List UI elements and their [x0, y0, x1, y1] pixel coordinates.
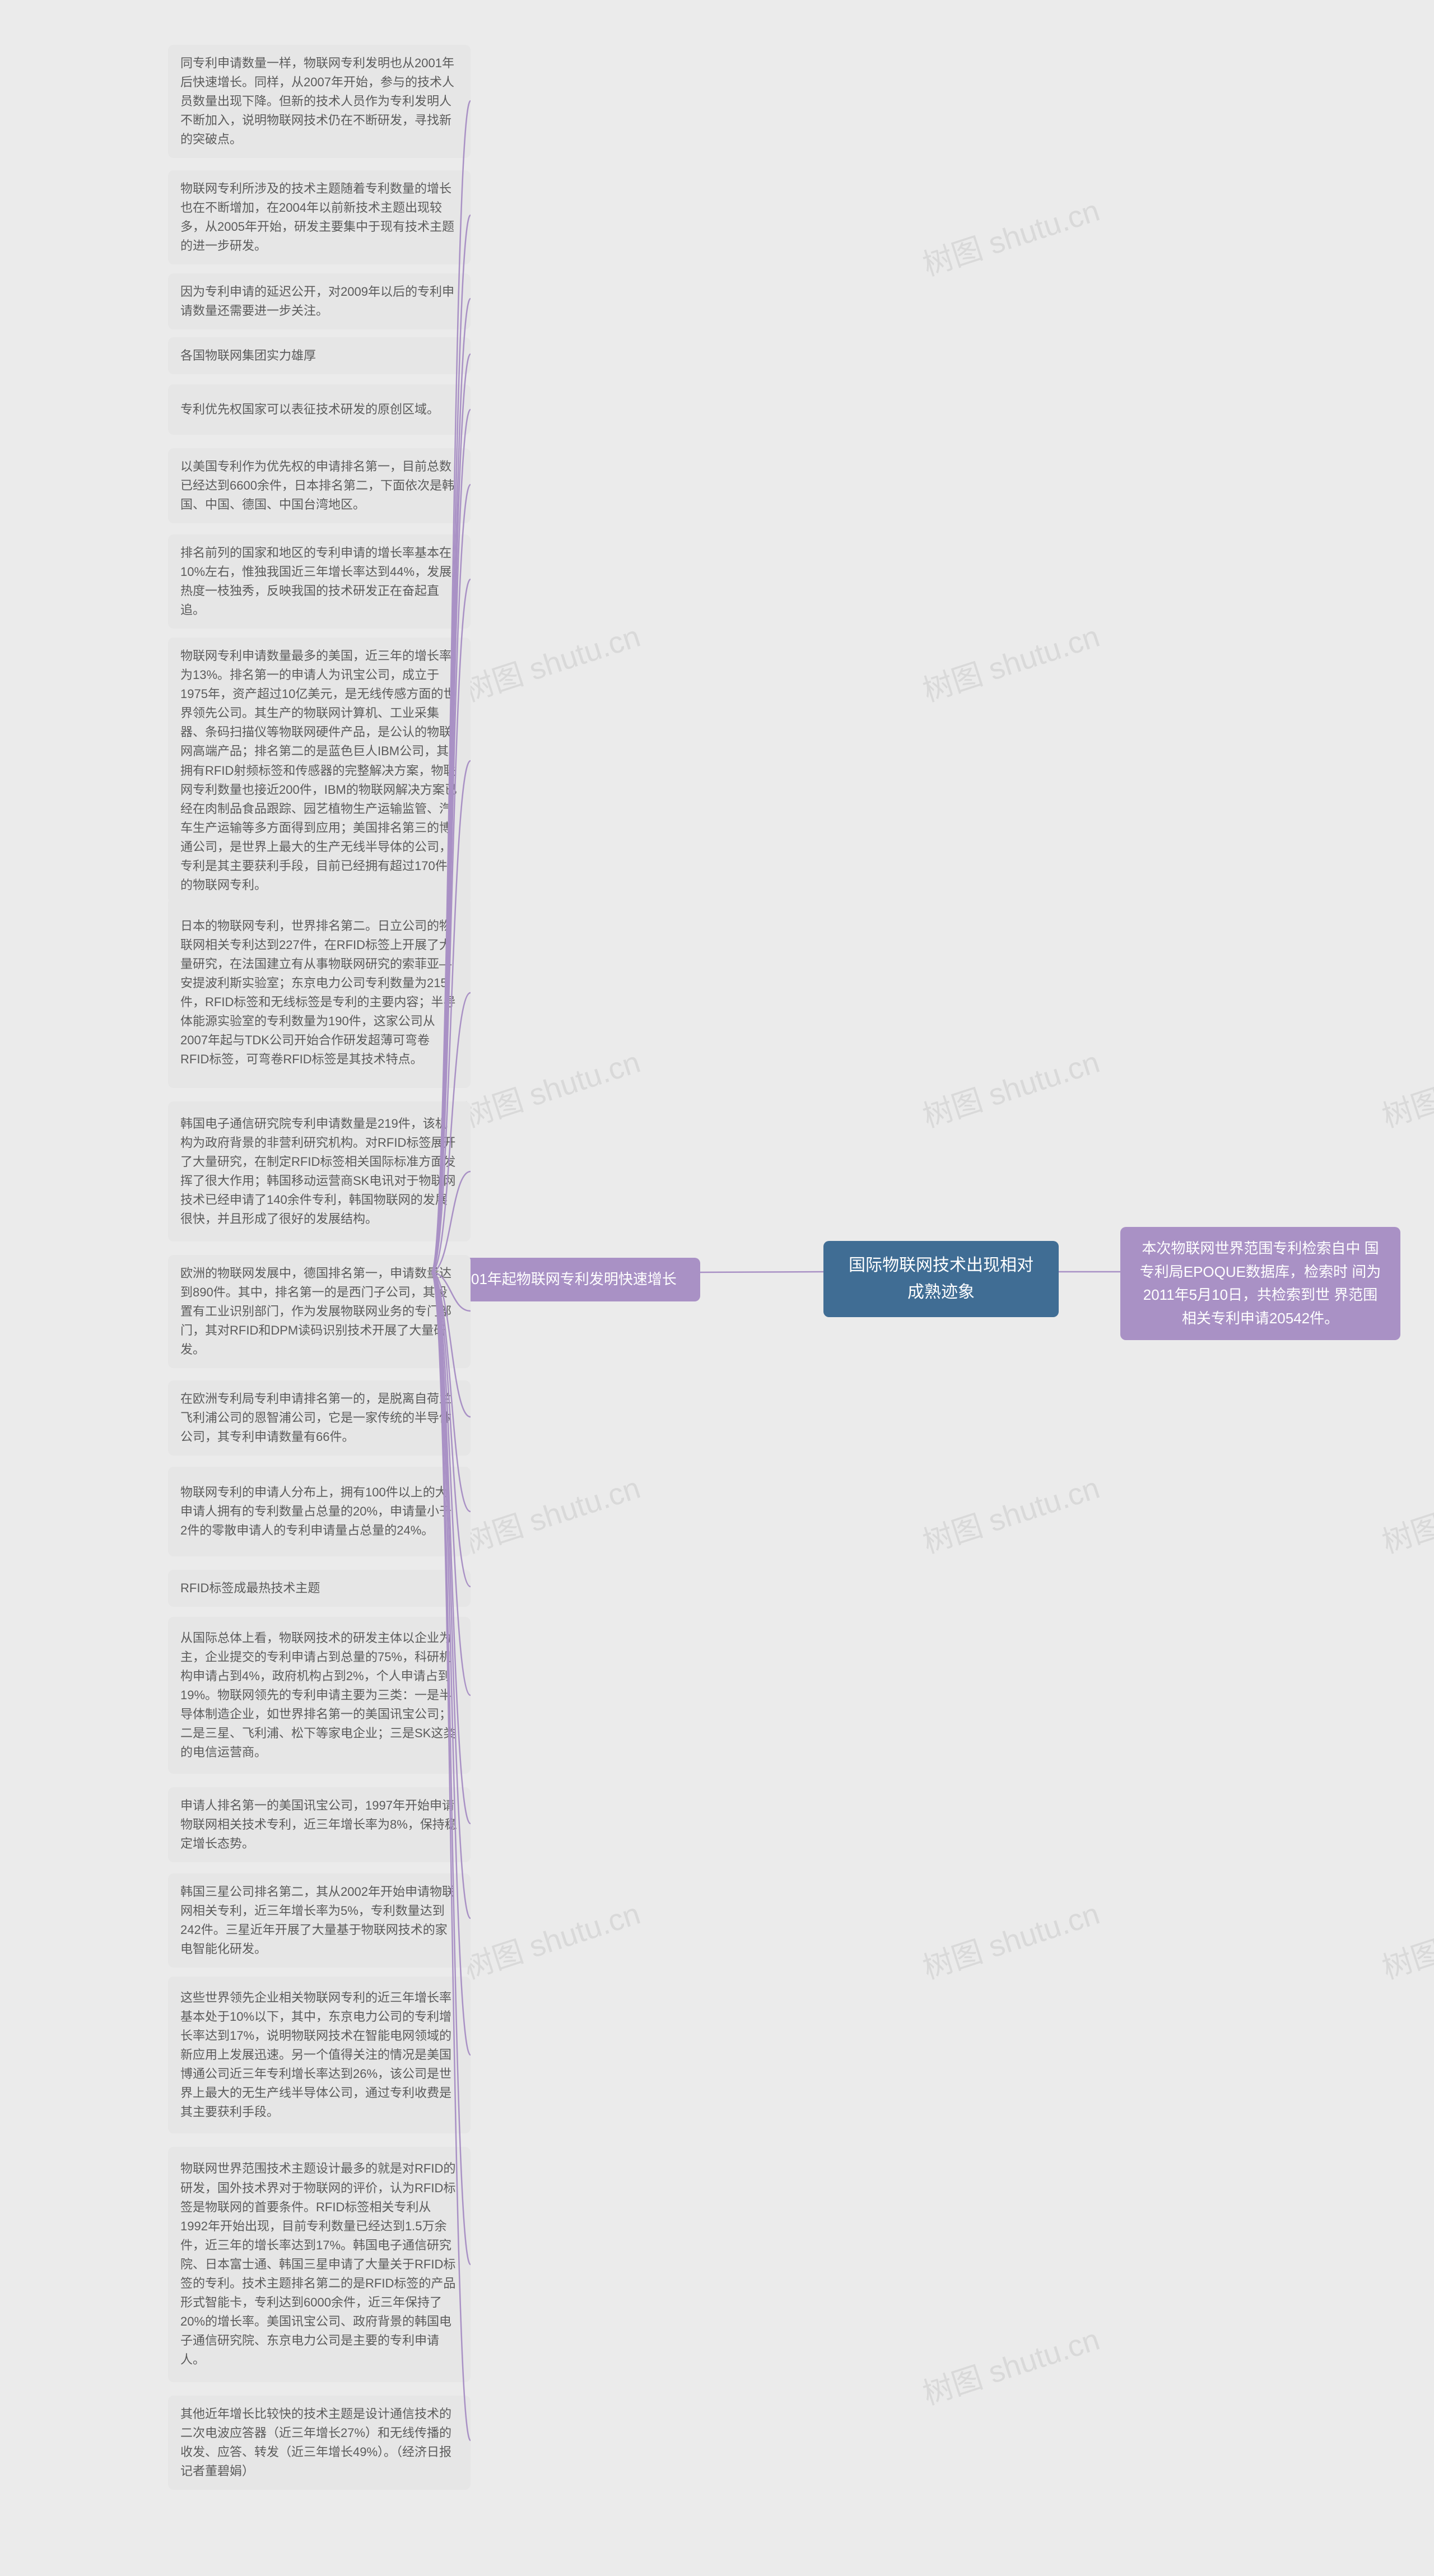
leaf-node-text: 欧洲的物联网发展中，德国排名第一，申请数量达到890件。其中，排名第一的是西门子…	[180, 1264, 458, 1359]
root-node-text: 国际物联网技术出现相对 成熟迹象	[842, 1252, 1040, 1306]
leaf-node-text: 同专利申请数量一样，物联网专利发明也从2001年后快速增长。同样，从2007年开…	[180, 54, 458, 149]
leaf-node[interactable]: 各国物联网集团实力雄厚	[168, 337, 471, 374]
leaf-node[interactable]: 物联网专利的申请人分布上，拥有100件以上的大申请人拥有的专利数量占总量的20%…	[168, 1467, 471, 1556]
leaf-node[interactable]: 专利优先权国家可以表征技术研发的原创区域。	[168, 384, 471, 435]
left-branch-node[interactable]: 2001年起物联网专利发明快速增长	[431, 1258, 700, 1301]
leaf-node-text: 日本的物联网专利，世界排名第二。日立公司的物联网相关专利达到227件，在RFID…	[180, 917, 458, 1070]
leaf-node-text: 因为专利申请的延迟公开，对2009年以后的专利申请数量还需要进一步关注。	[180, 282, 458, 320]
leaf-node-text: 在欧洲专利局专利申请排名第一的，是脱离自荷兰飞利浦公司的恩智浦公司，它是一家传统…	[180, 1389, 458, 1447]
leaf-node[interactable]: 在欧洲专利局专利申请排名第一的，是脱离自荷兰飞利浦公司的恩智浦公司，它是一家传统…	[168, 1380, 471, 1456]
leaf-node-text: 韩国电子通信研究院专利申请数量是219件，该机构为政府背景的非营利研究机构。对R…	[180, 1114, 458, 1229]
leaf-node-text: 申请人排名第一的美国讯宝公司，1997年开始申请物联网相关技术专利，近三年增长率…	[180, 1796, 458, 1853]
leaf-node-text: 韩国三星公司排名第二，其从2002年开始申请物联网相关专利，近三年增长率为5%，…	[180, 1882, 458, 1959]
leaf-node-text: 从国际总体上看，物联网技术的研发主体以企业为主，企业提交的专利申请占到总量的75…	[180, 1629, 458, 1763]
leaf-node-text: 物联网专利申请数量最多的美国，近三年的增长率为13%。排名第一的申请人为讯宝公司…	[180, 647, 458, 895]
leaf-node-text: 这些世界领先企业相关物联网专利的近三年增长率基本处于10%以下，其中，东京电力公…	[180, 1988, 458, 2122]
leaf-node[interactable]: 日本的物联网专利，世界排名第二。日立公司的物联网相关专利达到227件，在RFID…	[168, 898, 471, 1088]
leaf-node[interactable]: 因为专利申请的延迟公开，对2009年以后的专利申请数量还需要进一步关注。	[168, 273, 471, 329]
leaf-node-text: 排名前列的国家和地区的专利申请的增长率基本在10%左右，惟独我国近三年增长率达到…	[180, 543, 458, 620]
leaf-node[interactable]: 物联网专利所涉及的技术主题随着专利数量的增长也在不断增加，在2004年以前新技术…	[168, 170, 471, 264]
right-branch-text: 本次物联网世界范围专利检索自中 国专利局EPOQUE数据库，检索时 间为2011…	[1136, 1237, 1385, 1330]
leaf-node[interactable]: 这些世界领先企业相关物联网专利的近三年增长率基本处于10%以下，其中，东京电力公…	[168, 1977, 471, 2133]
leaf-node[interactable]: 韩国三星公司排名第二，其从2002年开始申请物联网相关专利，近三年增长率为5%，…	[168, 1873, 471, 1968]
root-node[interactable]: 国际物联网技术出现相对 成熟迹象	[823, 1241, 1059, 1317]
leaf-node-text: RFID标签成最热技术主题	[180, 1579, 320, 1598]
leaf-node-text: 专利优先权国家可以表征技术研发的原创区域。	[180, 400, 439, 419]
leaf-node[interactable]: 欧洲的物联网发展中，德国排名第一，申请数量达到890件。其中，排名第一的是西门子…	[168, 1255, 471, 1368]
leaf-node-text: 物联网专利的申请人分布上，拥有100件以上的大申请人拥有的专利数量占总量的20%…	[180, 1483, 458, 1540]
leaf-node-text: 物联网专利所涉及的技术主题随着专利数量的增长也在不断增加，在2004年以前新技术…	[180, 179, 458, 255]
leaf-node[interactable]: 韩国电子通信研究院专利申请数量是219件，该机构为政府背景的非营利研究机构。对R…	[168, 1101, 471, 1241]
leaf-node[interactable]: 同专利申请数量一样，物联网专利发明也从2001年后快速增长。同样，从2007年开…	[168, 45, 471, 158]
leaf-node[interactable]: 物联网世界范围技术主题设计最多的就是对RFID的研发，国外技术界对于物联网的评价…	[168, 2147, 471, 2382]
mindmap-canvas: 国际物联网技术出现相对 成熟迹象 本次物联网世界范围专利检索自中 国专利局EPO…	[0, 0, 1434, 2576]
leaf-node-text: 各国物联网集团实力雄厚	[180, 346, 316, 365]
right-branch-node[interactable]: 本次物联网世界范围专利检索自中 国专利局EPOQUE数据库，检索时 间为2011…	[1120, 1227, 1400, 1340]
leaf-node[interactable]: 以美国专利作为优先权的申请排名第一，目前总数已经达到6600余件，日本排名第二，…	[168, 448, 471, 523]
leaf-node-text: 以美国专利作为优先权的申请排名第一，目前总数已经达到6600余件，日本排名第二，…	[180, 457, 458, 514]
leaf-node[interactable]: RFID标签成最热技术主题	[168, 1570, 471, 1607]
leaf-node[interactable]: 申请人排名第一的美国讯宝公司，1997年开始申请物联网相关技术专利，近三年增长率…	[168, 1787, 471, 1862]
left-branch-text: 2001年起物联网专利发明快速增长	[455, 1268, 677, 1291]
leaf-node[interactable]: 排名前列的国家和地区的专利申请的增长率基本在10%左右，惟独我国近三年增长率达到…	[168, 534, 471, 629]
leaf-node-text: 物联网世界范围技术主题设计最多的就是对RFID的研发，国外技术界对于物联网的评价…	[180, 2159, 458, 2369]
leaf-node[interactable]: 从国际总体上看，物联网技术的研发主体以企业为主，企业提交的专利申请占到总量的75…	[168, 1617, 471, 1774]
leaf-node[interactable]: 物联网专利申请数量最多的美国，近三年的增长率为13%。排名第一的申请人为讯宝公司…	[168, 638, 471, 904]
leaf-node-text: 其他近年增长比较快的技术主题是设计通信技术的二次电波应答器（近三年增长27%）和…	[180, 2405, 458, 2481]
leaf-node[interactable]: 其他近年增长比较快的技术主题是设计通信技术的二次电波应答器（近三年增长27%）和…	[168, 2396, 471, 2490]
